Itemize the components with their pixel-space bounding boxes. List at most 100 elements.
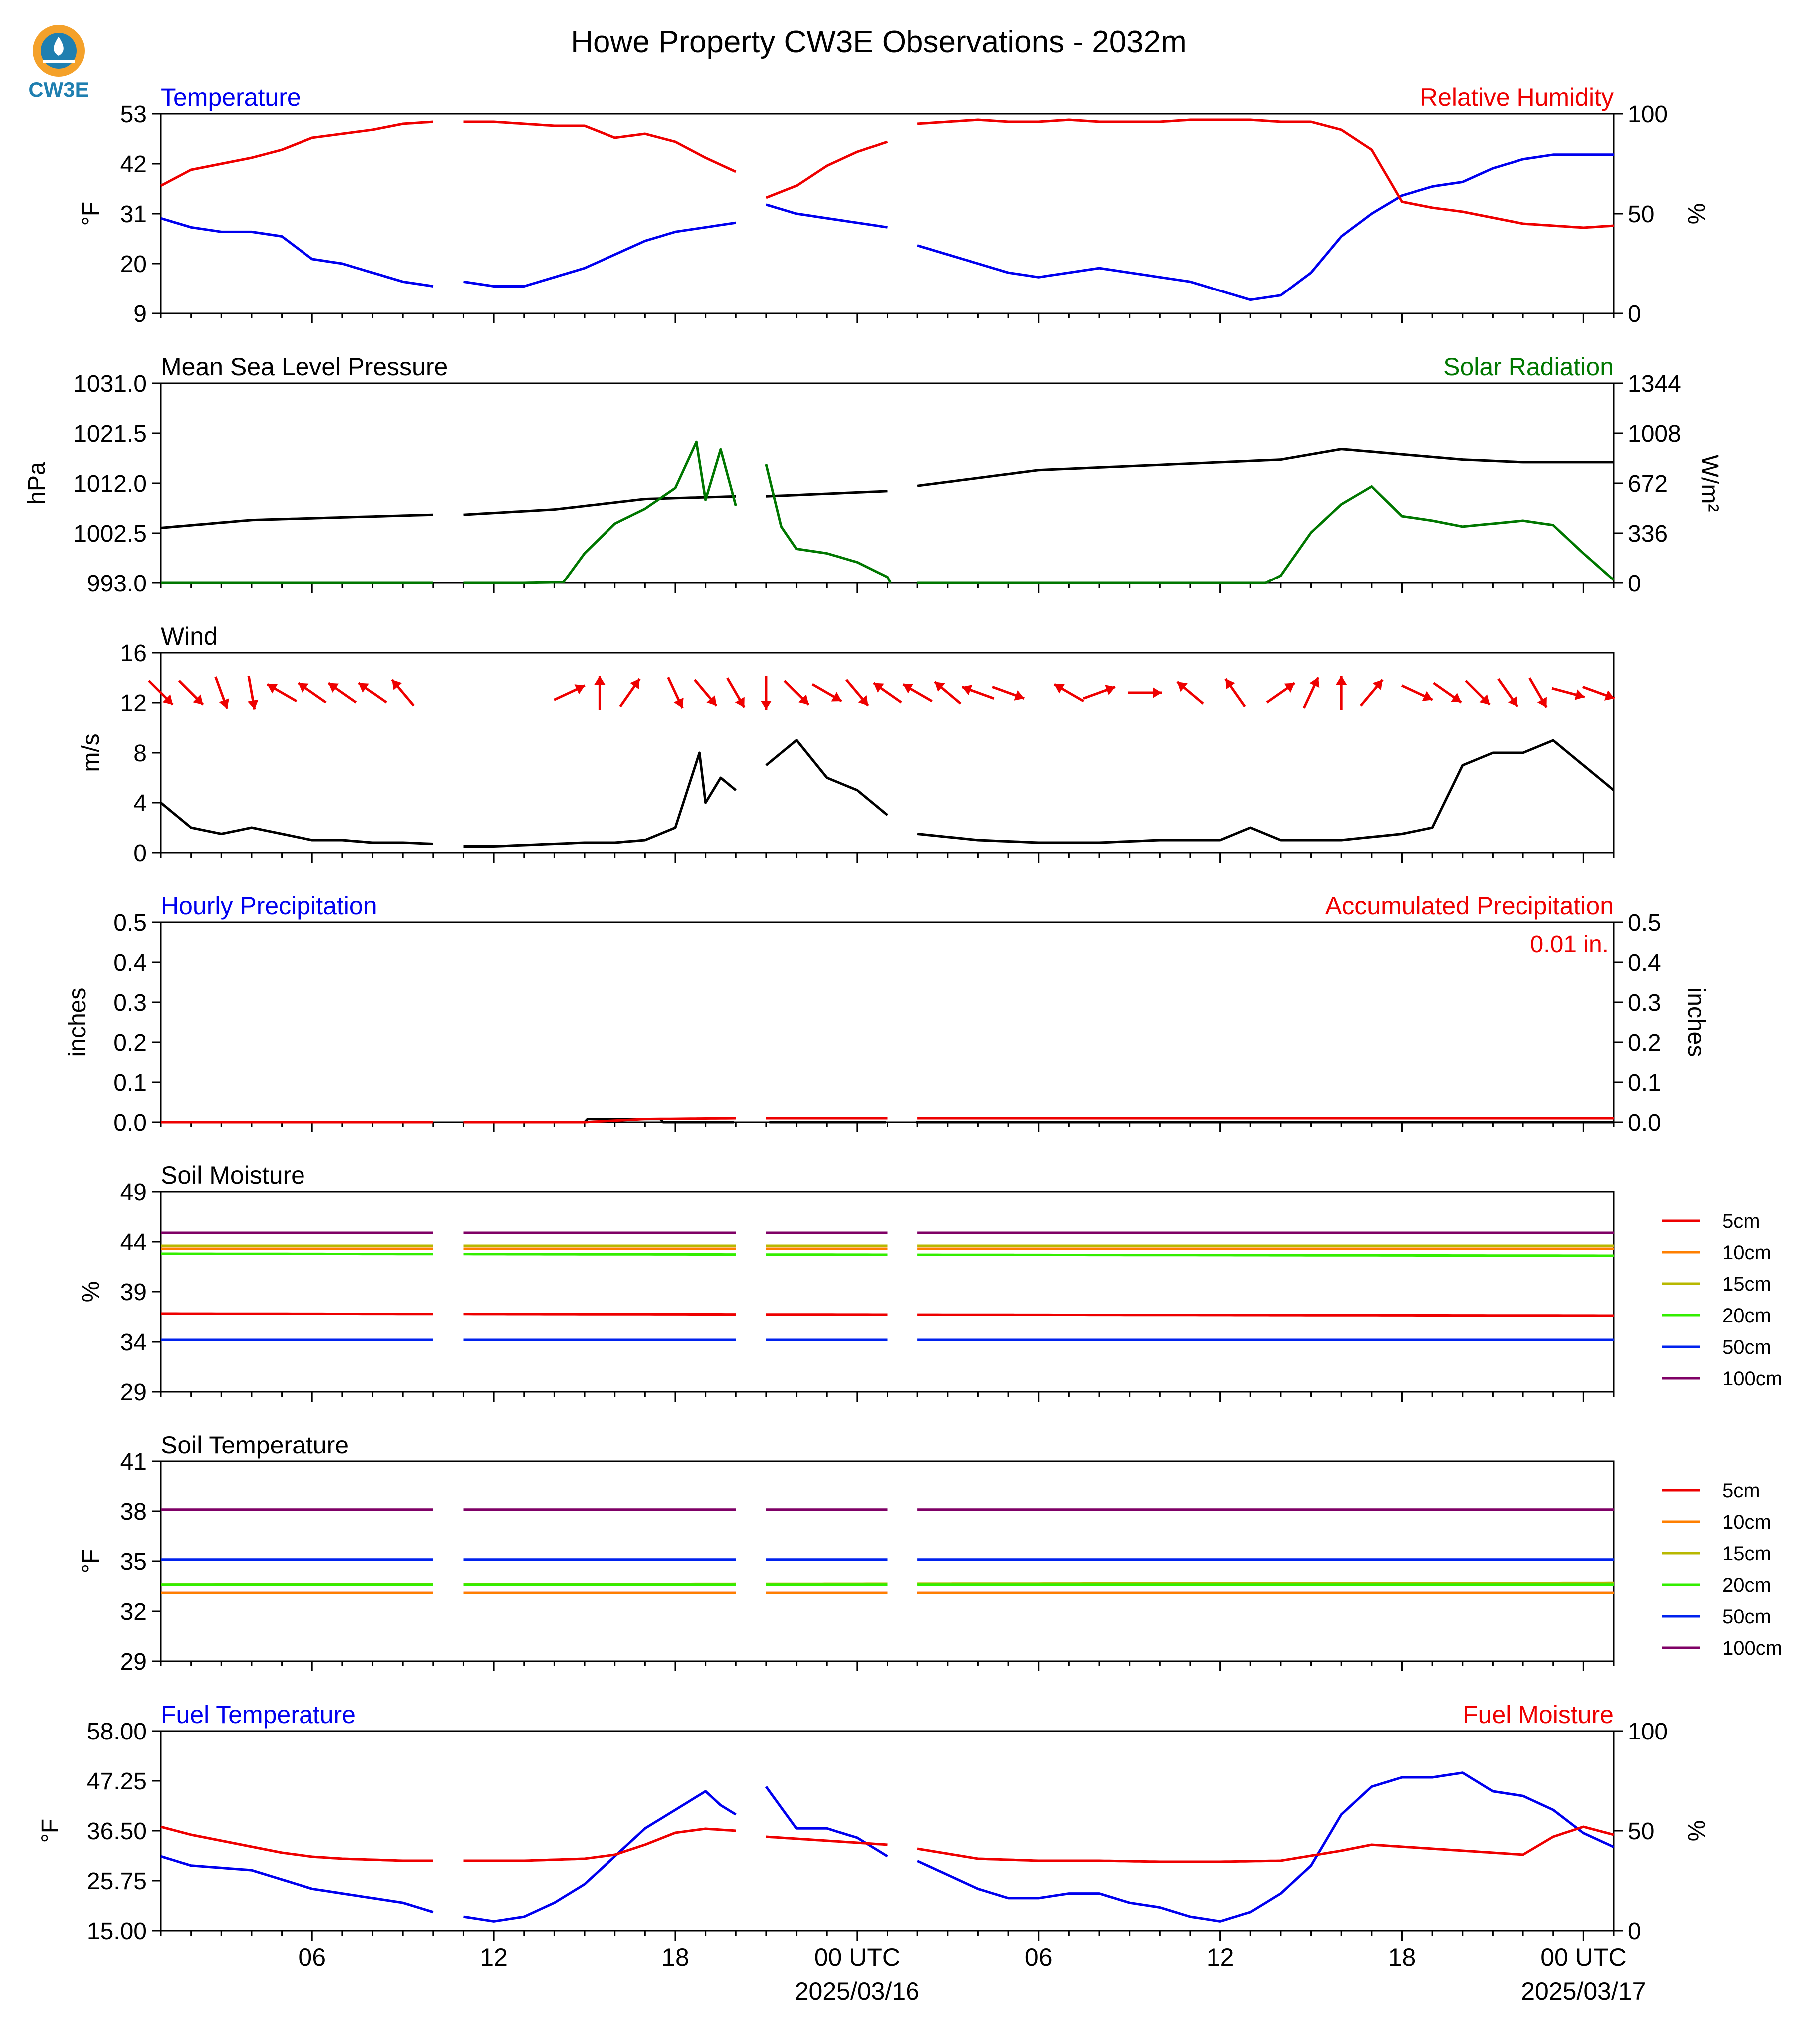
panel-title-left: Fuel Temperature: [161, 1701, 356, 1729]
y-tick-label-left: 20: [120, 251, 147, 278]
y-tick-label-left: 38: [120, 1499, 147, 1525]
wind-arrow-head: [1574, 689, 1585, 700]
wind-arrow-head: [247, 699, 259, 710]
y-tick-label-left: 49: [120, 1179, 147, 1206]
wind-arrow: [1224, 678, 1246, 708]
x-tick-label: 18: [661, 1943, 689, 1971]
panel-soil_moisture: Soil Moisture2934394449%5cm10cm15cm20cm5…: [78, 1161, 1782, 1406]
y-tick-label-right: 0.2: [1628, 1030, 1661, 1056]
y-tick-label-left: 1012.0: [73, 471, 147, 497]
wind-arrow-head: [760, 701, 772, 710]
series-line-relative-humidity: [160, 118, 1614, 229]
wind-arrow-head: [1336, 676, 1347, 685]
wind-arrow: [1053, 683, 1085, 703]
panel-fuel: Fuel Temperature Fuel Moisture 15.00 25.75 3…: [37, 1701, 1709, 1945]
x-tick-label: 06: [1025, 1943, 1053, 1971]
legend-label: 5cm: [1722, 1210, 1760, 1232]
wind-arrow-head: [903, 684, 913, 694]
y-tick-label-right: 0.1: [1628, 1070, 1661, 1096]
y-tick-label-left: 993.0: [87, 571, 147, 597]
wind-arrow-head: [1105, 685, 1115, 695]
y-tick-label-left: 16: [120, 640, 147, 667]
y-axis-label-left: inches: [64, 988, 91, 1057]
legend: 5cm 10cm 15cm 20cm 50cm 100cm: [1662, 1210, 1782, 1390]
wind-arrow-head: [594, 676, 606, 685]
y-tick-label-right: 50: [1628, 1818, 1654, 1845]
y-tick-label-left: 44: [120, 1229, 147, 1256]
wind-arrow: [1360, 679, 1384, 707]
y-tick-label-right: 100: [1628, 1719, 1668, 1745]
wind-arrow-head: [267, 684, 278, 694]
legend: 5cm 10cm 15cm 20cm 50cm 100cm: [1662, 1480, 1782, 1659]
wind-arrow: [1582, 686, 1615, 701]
wind-arrow-head: [219, 698, 230, 709]
series-line-mean-sea-level-pressure: [160, 448, 1614, 529]
y-tick-label-right: 0: [1628, 571, 1641, 597]
y-tick-label-left: 1021.5: [73, 421, 147, 447]
y-axis-label-right: W/m²: [1696, 455, 1723, 512]
y-tick-label-left: 36.50: [87, 1818, 147, 1845]
panel-title-right: Relative Humidity: [1420, 83, 1614, 111]
wind-arrow: [1528, 677, 1548, 708]
wind-arrow-head: [1177, 682, 1188, 692]
y-tick-label-right: 100: [1628, 101, 1668, 128]
y-tick-label-right: 50: [1628, 201, 1654, 228]
panel-title-right: Accumulated Precipitation: [1325, 892, 1614, 920]
y-tick-label-right: 0.4: [1628, 950, 1661, 976]
y-tick-label-left: 58.00: [87, 1719, 147, 1745]
wind-arrow: [1465, 680, 1491, 706]
wind-arrow: [783, 680, 810, 706]
y-tick-label-left: 32: [120, 1599, 147, 1625]
y-tick-label-left: 34: [120, 1329, 147, 1356]
y-tick-label-left: 0: [133, 840, 147, 867]
wind-arrow: [1497, 678, 1519, 708]
logo-wave-icon: [43, 60, 75, 63]
wind-arrow-head: [1479, 694, 1490, 705]
y-axis-label-left: m/s: [78, 733, 104, 772]
wind-arrow-head: [162, 694, 173, 705]
legend-label: 20cm: [1722, 1305, 1771, 1327]
wind-arrow-head: [1054, 684, 1065, 694]
x-tick-label: 12: [1207, 1943, 1234, 1971]
y-tick-label-right: 1008: [1628, 421, 1681, 447]
y-axis-label-left: hPa: [24, 462, 50, 505]
wind-arrow: [934, 681, 962, 705]
wind-arrow-head: [735, 697, 745, 708]
wind-arrow-head: [1152, 687, 1162, 698]
wind-arrow: [873, 682, 902, 704]
wind-arrow: [297, 682, 327, 704]
panel-title-left: Hourly Precipitation: [161, 892, 377, 920]
y-tick-label-right: 0: [1628, 301, 1641, 327]
wind-arrow-head: [798, 694, 809, 705]
wind-arrow-head: [392, 679, 402, 690]
wind-arrow-head: [1422, 691, 1433, 701]
wind-arrow: [619, 678, 641, 708]
y-tick-label-left: 15.00: [87, 1918, 147, 1945]
y-tick-label-left: 0.5: [113, 910, 147, 936]
y-tick-label-left: 0.4: [113, 950, 147, 976]
panel-title-left: Mean Sea Level Pressure: [161, 353, 448, 381]
wind-arrow-head: [1451, 693, 1462, 703]
wind-arrow: [1551, 687, 1585, 700]
y-tick-label-left: 9: [133, 301, 147, 327]
panel-pressure_solar: Mean Sea Level Pressure Solar Radiation 99…: [24, 353, 1723, 597]
wind-arrow-head: [1014, 690, 1025, 701]
panel-title-left: Soil Moisture: [161, 1161, 305, 1189]
y-axis-label-left: %: [78, 1281, 104, 1303]
panel-title-right: Fuel Moisture: [1463, 1701, 1614, 1729]
panels: Temperature Relative Humidity 9 20 31 42 53 0 50…: [24, 83, 1782, 2005]
wind-arrow: [1433, 682, 1462, 704]
y-axis-label-right: %: [1683, 203, 1709, 225]
wind-arrow: [1176, 681, 1204, 705]
wind-arrow-head: [298, 683, 309, 693]
wind-arrow: [1083, 685, 1116, 700]
series-line-solar-radiation: [161, 440, 1615, 584]
wind-arrow-head: [962, 685, 973, 695]
x-tick-label: 12: [480, 1943, 508, 1971]
y-tick-label-right: 1344: [1628, 371, 1681, 397]
wind-arrow: [1302, 677, 1320, 709]
wind-arrow: [726, 677, 746, 708]
wind-arrow-head: [328, 683, 339, 693]
wind-arrow-head: [630, 679, 640, 690]
